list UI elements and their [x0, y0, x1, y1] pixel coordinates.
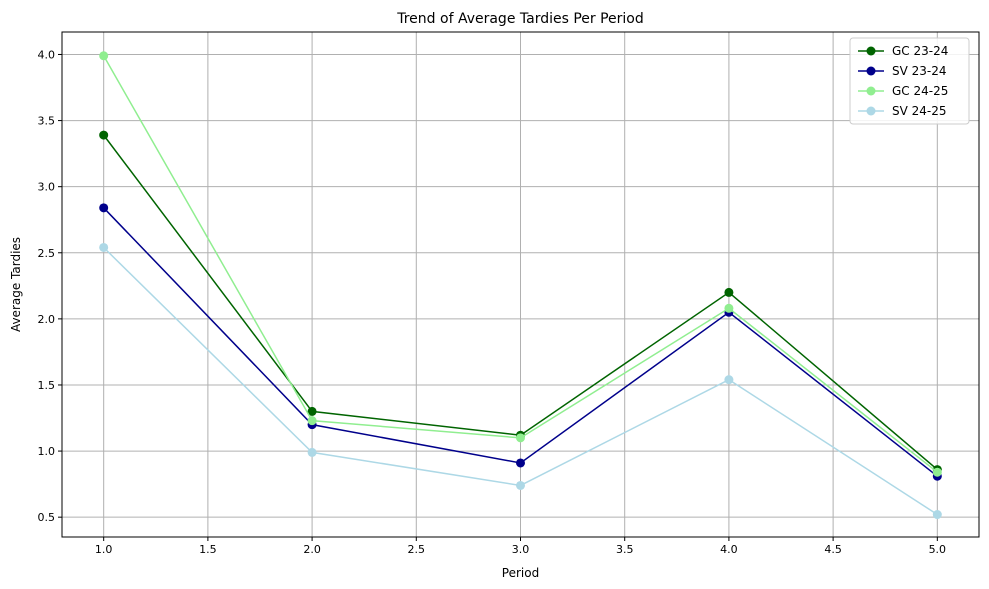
data-point — [724, 303, 734, 313]
x-tick-label: 4.5 — [824, 543, 842, 556]
x-tick-label: 4.0 — [720, 543, 738, 556]
data-point — [516, 480, 525, 490]
data-point — [99, 242, 109, 252]
legend-swatch-marker — [866, 106, 876, 116]
y-tick-label: 1.5 — [38, 379, 56, 392]
x-tick-label: 1.5 — [199, 543, 217, 556]
y-axis-label: Average Tardies — [9, 237, 23, 332]
legend-label: GC 23-24 — [892, 44, 948, 58]
legend-entry: SV 24-25 — [858, 104, 947, 118]
y-tick-label: 4.0 — [38, 48, 56, 61]
y-tick-label: 3.5 — [38, 115, 56, 128]
legend-entry: GC 23-24 — [858, 44, 948, 58]
x-tick-label: 2.0 — [303, 543, 321, 556]
data-point — [99, 51, 109, 61]
x-tick-label: 2.5 — [408, 543, 426, 556]
x-tick-label: 1.0 — [95, 543, 113, 556]
data-point — [724, 287, 734, 297]
legend-entry: GC 24-25 — [858, 84, 948, 98]
x-tick-label: 5.0 — [929, 543, 947, 556]
y-tick-label: 3.0 — [38, 181, 56, 194]
y-tick-label: 0.5 — [38, 511, 56, 524]
x-tick-label: 3.5 — [616, 543, 634, 556]
x-axis-label: Period — [502, 566, 539, 580]
data-point — [516, 458, 525, 468]
series-gc-24-25 — [99, 51, 942, 477]
data-point — [99, 130, 109, 140]
legend-swatch-marker — [866, 66, 876, 76]
data-point — [516, 433, 525, 443]
legend-label: GC 24-25 — [892, 84, 948, 98]
y-axis-ticks: 0.5 1.0 1.5 2.0 2.5 3.0 3.5 4.0 — [38, 48, 62, 524]
grid — [62, 32, 979, 537]
legend-label: SV 24-25 — [892, 104, 947, 118]
series-sv-24-25 — [99, 242, 942, 520]
legend-entry: SV 23-24 — [858, 64, 947, 78]
y-tick-label: 1.0 — [38, 445, 56, 458]
y-tick-label: 2.5 — [38, 247, 56, 260]
legend-box — [849, 37, 970, 125]
legend-label: SV 23-24 — [892, 64, 947, 78]
data-point — [307, 406, 317, 416]
data-point — [932, 467, 942, 477]
data-point — [307, 416, 317, 426]
x-axis-ticks: 1.0 1.5 2.0 2.5 3.0 3.5 4.0 4.5 5.0 — [95, 537, 946, 556]
legend-swatch-marker — [866, 46, 876, 56]
chart-title: Trend of Average Tardies Per Period — [396, 11, 644, 27]
legend-swatch-marker — [866, 86, 876, 96]
x-tick-label: 3.0 — [512, 543, 530, 556]
y-tick-label: 2.0 — [38, 313, 56, 326]
data-point — [99, 203, 109, 213]
data-point — [724, 375, 734, 385]
data-point — [307, 447, 317, 457]
legend: GC 23-24 SV 23-24 GC 24-25 SV 24-25 — [849, 37, 970, 125]
series-group — [99, 51, 942, 520]
data-point — [932, 510, 942, 520]
